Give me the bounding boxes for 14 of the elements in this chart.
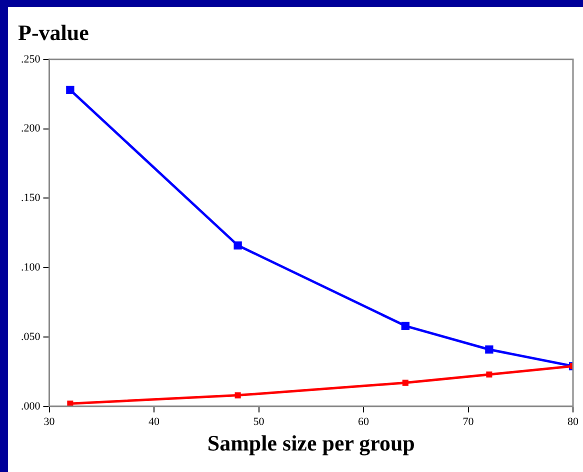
chart-title: P-value xyxy=(18,20,90,45)
y-tick-label: .100 xyxy=(21,261,41,274)
x-tick-label: 40 xyxy=(148,416,160,428)
x-tick-label: 30 xyxy=(44,416,56,428)
x-tick-label: 80 xyxy=(568,416,579,428)
x-axis-title: Sample size per group xyxy=(207,430,415,456)
x-tick-label: 70 xyxy=(462,416,474,428)
x-tick-label: 50 xyxy=(253,416,265,428)
y-tick-label: .050 xyxy=(21,330,41,343)
y-tick-label: .150 xyxy=(21,192,41,204)
x-tick-label: 60 xyxy=(358,416,370,428)
y-tick-label: .250 xyxy=(21,53,41,66)
y-tick-label: .200 xyxy=(21,122,41,135)
y-tick-label: .000 xyxy=(21,400,41,412)
